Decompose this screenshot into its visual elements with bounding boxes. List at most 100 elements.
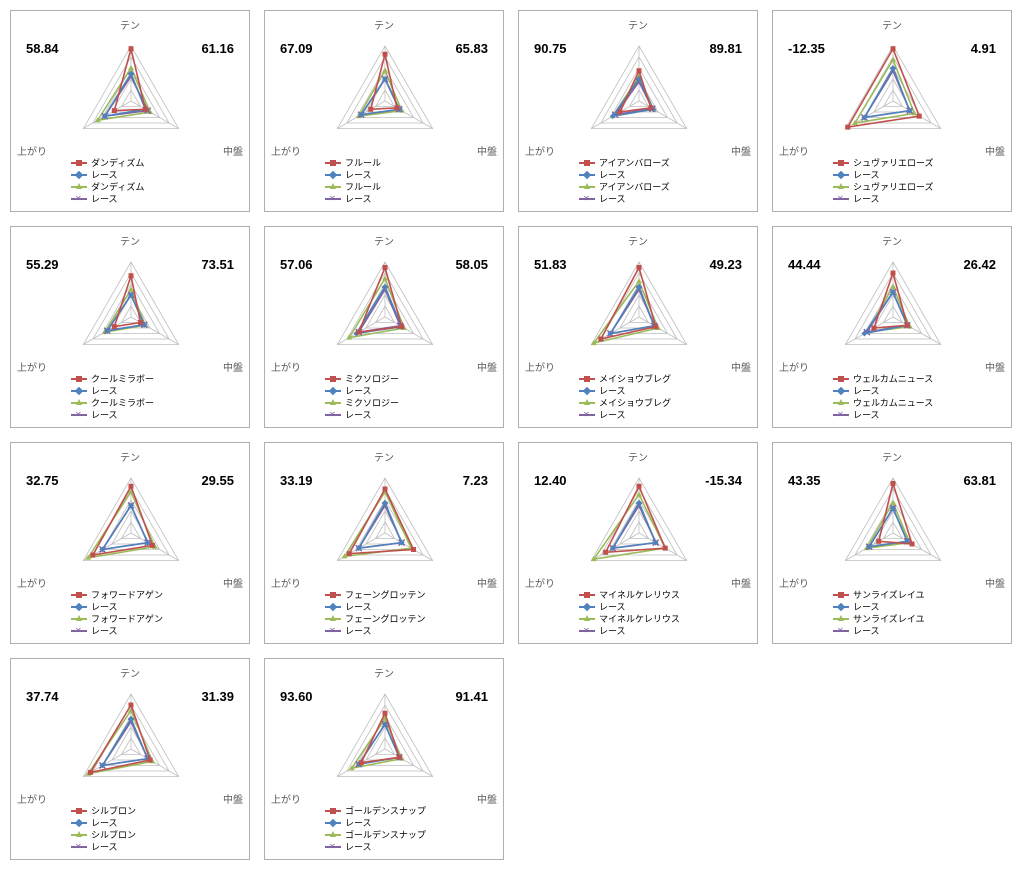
radar-chart-cell: テン 中盤 上がり 37.74 31.39 シルブロンレースシルブロン✕レース <box>10 658 250 860</box>
axis-label-left: 上がり <box>17 359 47 374</box>
legend-row: フルール <box>325 157 381 169</box>
legend-label: レース <box>345 841 372 853</box>
legend-label: レース <box>345 409 372 421</box>
legend-label: レース <box>853 625 880 637</box>
legend-label: レース <box>91 193 118 205</box>
legend: ミクソロジーレースミクソロジー✕レース <box>325 373 399 421</box>
radar-chart-cell: テン 中盤 上がり 93.60 91.41 ゴールデンスナップレースゴールデンス… <box>264 658 504 860</box>
legend-label: シルブロン <box>91 805 136 817</box>
legend: フェーングロッテンレースフェーングロッテン✕レース <box>325 589 426 637</box>
legend: シュヴァリエローズレースシュヴァリエローズ✕レース <box>833 157 934 205</box>
legend-label: レース <box>345 385 372 397</box>
radar-chart-cell: テン 中盤 上がり 51.83 49.23 メイショウブレグレースメイショウブレ… <box>518 226 758 428</box>
axis-label-right: 中盤 <box>477 359 497 374</box>
legend-row: レース <box>71 169 144 181</box>
legend-row: マイネルケレリウス <box>579 589 680 601</box>
legend-label: レース <box>599 169 626 181</box>
legend-row: ミクソロジー <box>325 373 399 385</box>
legend-label: サンライズレイユ <box>853 613 925 625</box>
legend-row: レース <box>71 385 154 397</box>
axis-label-right: 中盤 <box>985 143 1005 158</box>
legend-row: サンライズレイユ <box>833 613 925 625</box>
legend-row: クールミラボー <box>71 373 154 385</box>
axis-label-right: 中盤 <box>985 359 1005 374</box>
legend: サンライズレイユレースサンライズレイユ✕レース <box>833 589 925 637</box>
legend-label: レース <box>345 169 372 181</box>
legend-row: ゴールデンスナップ <box>325 805 426 817</box>
legend-row: シルブロン <box>71 829 136 841</box>
legend-row: クールミラボー <box>71 397 154 409</box>
legend-row: ✕レース <box>71 625 163 637</box>
radar-chart-cell: テン 中盤 上がり 57.06 58.05 ミクソロジーレースミクソロジー✕レー… <box>264 226 504 428</box>
legend-row: ウェルカムニュース <box>833 373 933 385</box>
legend-row: レース <box>833 385 933 397</box>
axis-label-left: 上がり <box>525 359 555 374</box>
value-right: 4.91 <box>971 41 996 56</box>
axis-label-left: 上がり <box>271 791 301 806</box>
axis-label-right: 中盤 <box>477 143 497 158</box>
legend-row: レース <box>71 817 136 829</box>
axis-label-left: 上がり <box>525 575 555 590</box>
legend-label: レース <box>599 193 626 205</box>
axis-label-right: 中盤 <box>223 359 243 374</box>
legend-label: レース <box>853 385 880 397</box>
legend: クールミラボーレースクールミラボー✕レース <box>71 373 154 421</box>
legend: フォワードアゲンレースフォワードアゲン✕レース <box>71 589 163 637</box>
legend: フルールレースフルール✕レース <box>325 157 381 205</box>
legend-label: レース <box>345 193 372 205</box>
legend-row: ✕レース <box>833 625 925 637</box>
legend-row: ✕レース <box>71 193 144 205</box>
legend-row: ダンディズム <box>71 157 144 169</box>
legend-label: クールミラボー <box>91 373 154 385</box>
legend-row: フルール <box>325 181 381 193</box>
radar-chart-cell: テン 中盤 上がり 33.19 7.23 フェーングロッテンレースフェーングロッ… <box>264 442 504 644</box>
legend-label: レース <box>91 385 118 397</box>
legend-row: ✕レース <box>325 625 426 637</box>
legend: メイショウブレグレースメイショウブレグ✕レース <box>579 373 671 421</box>
legend-label: アイアンバローズ <box>599 157 670 169</box>
legend-label: フェーングロッテン <box>345 589 426 601</box>
axis-label-right: 中盤 <box>731 359 751 374</box>
legend-label: レース <box>599 625 626 637</box>
legend-label: ダンディズム <box>91 181 144 193</box>
legend-row: レース <box>579 169 670 181</box>
legend-label: ミクソロジー <box>345 397 399 409</box>
legend: マイネルケレリウスレースマイネルケレリウス✕レース <box>579 589 680 637</box>
legend-row: レース <box>325 817 426 829</box>
legend-row: レース <box>833 601 925 613</box>
chart-grid: テン 中盤 上がり 58.84 61.16 ダンディズムレースダンディズム✕レー… <box>10 10 1024 860</box>
legend-label: アイアンバローズ <box>599 181 670 193</box>
legend-label: フォワードアゲン <box>91 613 163 625</box>
legend-label: シュヴァリエローズ <box>853 181 934 193</box>
radar-chart-cell: テン 中盤 上がり 55.29 73.51 クールミラボーレースクールミラボー✕… <box>10 226 250 428</box>
legend-row: ✕レース <box>71 409 154 421</box>
legend-row: ✕レース <box>833 193 934 205</box>
legend-row: メイショウブレグ <box>579 397 671 409</box>
legend-label: シルブロン <box>91 829 136 841</box>
axis-label-left: 上がり <box>779 143 809 158</box>
legend-row: ✕レース <box>579 625 680 637</box>
radar-chart-cell: テン 中盤 上がり 44.44 26.42 ウェルカムニュースレースウェルカムニ… <box>772 226 1012 428</box>
radar-chart-cell: テン 中盤 上がり 12.40 -15.34 マイネルケレリウスレースマイネルケ… <box>518 442 758 644</box>
legend-label: レース <box>853 601 880 613</box>
legend-row: シュヴァリエローズ <box>833 157 934 169</box>
legend-row: ✕レース <box>833 409 933 421</box>
legend-row: レース <box>579 601 680 613</box>
value-right: 7.23 <box>463 473 488 488</box>
legend-label: レース <box>91 409 118 421</box>
legend: シルブロンレースシルブロン✕レース <box>71 805 136 853</box>
axis-label-right: 中盤 <box>477 575 497 590</box>
legend-row: ✕レース <box>579 193 670 205</box>
legend-row: ✕レース <box>325 409 399 421</box>
axis-label-left: 上がり <box>779 359 809 374</box>
legend-label: フルール <box>345 157 381 169</box>
legend-label: ウェルカムニュース <box>853 373 933 385</box>
axis-label-right: 中盤 <box>223 791 243 806</box>
legend-label: レース <box>599 601 626 613</box>
legend-row: ✕レース <box>325 193 381 205</box>
legend-label: レース <box>91 841 118 853</box>
legend-label: レース <box>599 409 626 421</box>
legend-row: レース <box>325 385 399 397</box>
legend-label: ミクソロジー <box>345 373 399 385</box>
legend-label: レース <box>345 817 372 829</box>
